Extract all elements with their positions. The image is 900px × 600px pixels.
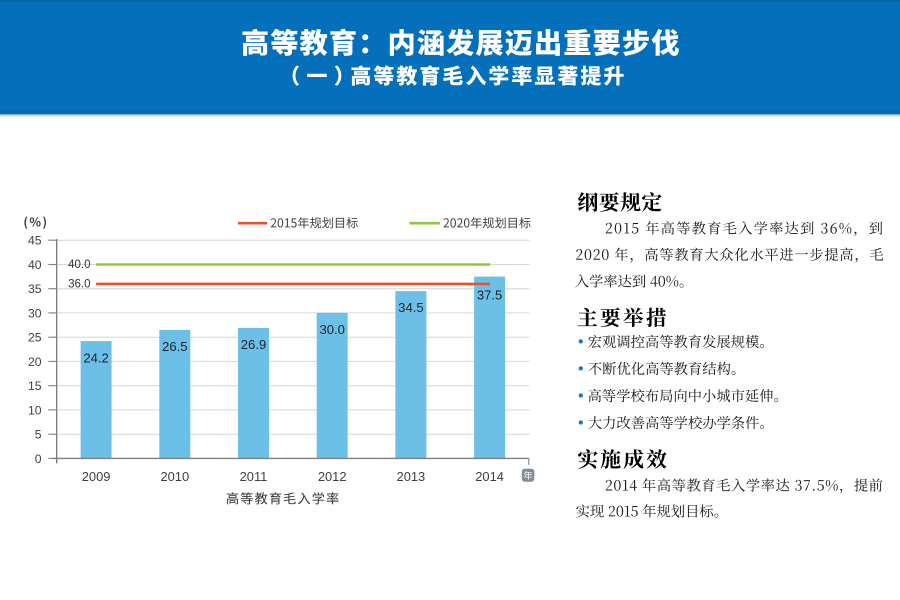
- svg-text:35: 35: [28, 282, 42, 296]
- svg-text:2013: 2013: [397, 469, 426, 484]
- svg-text:10: 10: [28, 403, 42, 417]
- svg-text:40.0: 40.0: [68, 259, 90, 271]
- svg-text:0: 0: [35, 452, 42, 466]
- svg-text:2014: 2014: [475, 469, 504, 484]
- svg-text:5: 5: [35, 428, 42, 442]
- svg-text:34.5: 34.5: [398, 300, 423, 315]
- svg-text:2009: 2009: [82, 469, 111, 484]
- svg-text:36.0: 36.0: [68, 278, 90, 290]
- svg-text:40: 40: [28, 258, 42, 272]
- svg-text:2012: 2012: [318, 469, 347, 484]
- svg-text:26.5: 26.5: [162, 339, 187, 354]
- svg-text:20: 20: [28, 355, 42, 369]
- svg-text:30: 30: [28, 306, 42, 320]
- svg-text:45: 45: [28, 234, 42, 248]
- svg-text:26.9: 26.9: [241, 337, 266, 352]
- svg-text:25: 25: [28, 331, 42, 345]
- svg-text:30.0: 30.0: [319, 322, 344, 337]
- svg-text:2010: 2010: [160, 469, 189, 484]
- svg-text:24.2: 24.2: [83, 351, 108, 366]
- svg-text:37.5: 37.5: [477, 288, 502, 303]
- svg-text:2011: 2011: [240, 469, 268, 484]
- svg-text:15: 15: [28, 379, 42, 393]
